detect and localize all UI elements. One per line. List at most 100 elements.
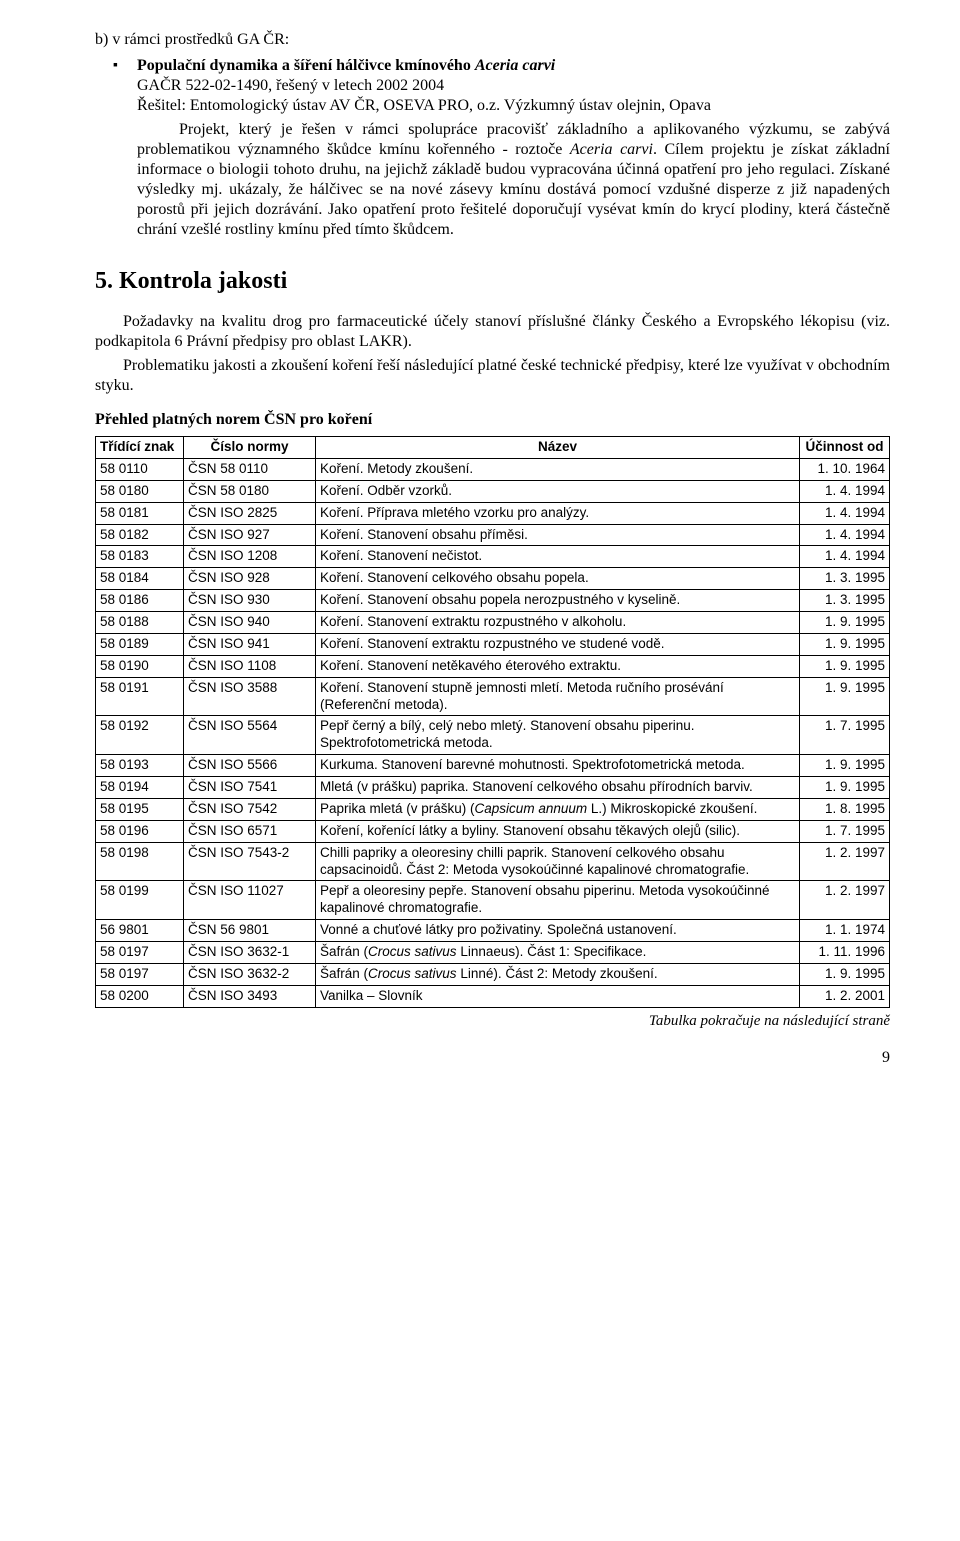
section5-title: 5. Kontrola jakosti: [95, 266, 890, 296]
cell-cislo: ČSN ISO 3632-1: [184, 942, 316, 964]
cell-znak: 58 0192: [96, 716, 184, 755]
cell-znak: 58 0182: [96, 524, 184, 546]
col-nazev-header: Název: [316, 437, 800, 459]
cell-nazev: Koření, kořenící látky a byliny. Stanove…: [316, 820, 800, 842]
cell-cislo: ČSN ISO 928: [184, 568, 316, 590]
cell-znak: 56 9801: [96, 920, 184, 942]
cell-cislo: ČSN ISO 5566: [184, 755, 316, 777]
bullet-bold: Populační dynamika a šíření hálčivce kmí…: [137, 57, 475, 74]
cell-nazev: Kurkuma. Stanovení barevné mohutnosti. S…: [316, 755, 800, 777]
cell-cislo: ČSN 58 0180: [184, 480, 316, 502]
cell-nazev: Vanilka – Slovník: [316, 985, 800, 1007]
cell-ucin: 1. 10. 1964: [800, 458, 890, 480]
cell-ucin: 1. 2. 1997: [800, 842, 890, 881]
cell-ucin: 1. 4. 1994: [800, 502, 890, 524]
table-row: 58 0180ČSN 58 0180Koření. Odběr vzorků.1…: [96, 480, 890, 502]
bullet-row: ▪ Populační dynamika a šíření hálčivce k…: [95, 56, 890, 76]
table-row: 58 0197ČSN ISO 3632-1Šafrán (Crocus sati…: [96, 942, 890, 964]
cell-znak: 58 0189: [96, 633, 184, 655]
cell-ucin: 1. 8. 1995: [800, 798, 890, 820]
cell-znak: 58 0180: [96, 480, 184, 502]
cell-nazev: Šafrán (Crocus sativus Linné). Část 2: M…: [316, 963, 800, 985]
cell-znak: 58 0181: [96, 502, 184, 524]
bullet-italic: Aceria carvi: [475, 57, 555, 74]
table-row: 58 0195ČSN ISO 7542Paprika mletá (v práš…: [96, 798, 890, 820]
table-continuation-note: Tabulka pokračuje na následující straně: [95, 1012, 890, 1031]
cell-nazev: Pepř černý a bílý, celý nebo mletý. Stan…: [316, 716, 800, 755]
cell-cislo: ČSN ISO 3588: [184, 677, 316, 716]
col-znak-header: Třídící znak: [96, 437, 184, 459]
cell-cislo: ČSN ISO 2825: [184, 502, 316, 524]
bullet-text: Populační dynamika a šíření hálčivce kmí…: [137, 56, 555, 76]
cell-nazev: Koření. Stanovení netěkavého éterového e…: [316, 655, 800, 677]
cell-cislo: ČSN ISO 7542: [184, 798, 316, 820]
cell-cislo: ČSN ISO 7543-2: [184, 842, 316, 881]
cell-cislo: ČSN ISO 930: [184, 590, 316, 612]
table-row: 58 0198ČSN ISO 7543-2Chilli papriky a ol…: [96, 842, 890, 881]
table-header-row: Třídící znak Číslo normy Název Účinnost …: [96, 437, 890, 459]
cell-cislo: ČSN ISO 940: [184, 612, 316, 634]
line-resitel: Řešitel: Entomologický ústav AV ČR, OSEV…: [137, 96, 890, 116]
cell-znak: 58 0190: [96, 655, 184, 677]
cell-cislo: ČSN ISO 11027: [184, 881, 316, 920]
cell-znak: 58 0196: [96, 820, 184, 842]
cell-cislo: ČSN ISO 1208: [184, 546, 316, 568]
cell-znak: 58 0199: [96, 881, 184, 920]
cell-nazev: Koření. Příprava mletého vzorku pro anal…: [316, 502, 800, 524]
table-row: 58 0181ČSN ISO 2825Koření. Příprava mlet…: [96, 502, 890, 524]
cell-nazev: Koření. Odběr vzorků.: [316, 480, 800, 502]
cell-znak: 58 0198: [96, 842, 184, 881]
table-row: 58 0188ČSN ISO 940Koření. Stanovení extr…: [96, 612, 890, 634]
section5-p1: Požadavky na kvalitu drog pro farmaceuti…: [95, 312, 890, 352]
table-row: 58 0183ČSN ISO 1208Koření. Stanovení neč…: [96, 546, 890, 568]
cell-ucin: 1. 9. 1995: [800, 633, 890, 655]
cell-znak: 58 0186: [96, 590, 184, 612]
table-row: 58 0194ČSN ISO 7541Mletá (v prášku) papr…: [96, 777, 890, 799]
cell-ucin: 1. 3. 1995: [800, 590, 890, 612]
cell-ucin: 1. 9. 1995: [800, 963, 890, 985]
cell-ucin: 1. 7. 1995: [800, 820, 890, 842]
cell-cislo: ČSN ISO 941: [184, 633, 316, 655]
table-row: 58 0200ČSN ISO 3493Vanilka – Slovník1. 2…: [96, 985, 890, 1007]
cell-znak: 58 0200: [96, 985, 184, 1007]
table-row: 58 0182ČSN ISO 927Koření. Stanovení obsa…: [96, 524, 890, 546]
cell-ucin: 1. 2. 1997: [800, 881, 890, 920]
cell-znak: 58 0193: [96, 755, 184, 777]
line-gacr: GAČR 522-02-1490, řešený v letech 2002 2…: [137, 76, 890, 96]
cell-nazev: Pepř a oleoresiny pepře. Stanovení obsah…: [316, 881, 800, 920]
table-row: 58 0192ČSN ISO 5564Pepř černý a bílý, ce…: [96, 716, 890, 755]
cell-znak: 58 0195: [96, 798, 184, 820]
cell-cislo: ČSN ISO 6571: [184, 820, 316, 842]
cell-znak: 58 0110: [96, 458, 184, 480]
cell-cislo: ČSN 56 9801: [184, 920, 316, 942]
table-row: 58 0197ČSN ISO 3632-2Šafrán (Crocus sati…: [96, 963, 890, 985]
square-bullet-icon: ▪: [113, 56, 131, 76]
table-row: 58 0189ČSN ISO 941Koření. Stanovení extr…: [96, 633, 890, 655]
table-row: 58 0184ČSN ISO 928Koření. Stanovení celk…: [96, 568, 890, 590]
cell-nazev: Koření. Stanovení extraktu rozpustného v…: [316, 633, 800, 655]
page-container: b) v rámci prostředků GA ČR: ▪ Populační…: [0, 0, 960, 1098]
cell-nazev: Koření. Stanovení celkového obsahu popel…: [316, 568, 800, 590]
csn-table: Třídící znak Číslo normy Název Účinnost …: [95, 436, 890, 1008]
cell-cislo: ČSN ISO 1108: [184, 655, 316, 677]
table-subhead: Přehled platných norem ČSN pro koření: [95, 410, 890, 430]
cell-nazev: Šafrán (Crocus sativus Linnaeus). Část 1…: [316, 942, 800, 964]
para-italic: Aceria carvi: [570, 141, 653, 158]
table-row: 58 0190ČSN ISO 1108Koření. Stanovení net…: [96, 655, 890, 677]
page-number: 9: [95, 1048, 890, 1068]
cell-ucin: 1. 9. 1995: [800, 612, 890, 634]
cell-znak: 58 0197: [96, 963, 184, 985]
table-row: 58 0199ČSN ISO 11027Pepř a oleoresiny pe…: [96, 881, 890, 920]
col-ucin-header: Účinnost od: [800, 437, 890, 459]
cell-ucin: 1. 2. 2001: [800, 985, 890, 1007]
cell-ucin: 1. 1. 1974: [800, 920, 890, 942]
cell-ucin: 1. 4. 1994: [800, 524, 890, 546]
table-row: 56 9801ČSN 56 9801Vonné a chuťové látky …: [96, 920, 890, 942]
cell-nazev: Koření. Stanovení extraktu rozpustného v…: [316, 612, 800, 634]
cell-nazev: Vonné a chuťové látky pro poživatiny. Sp…: [316, 920, 800, 942]
cell-nazev: Chilli papriky a oleoresiny chilli papri…: [316, 842, 800, 881]
cell-cislo: ČSN ISO 5564: [184, 716, 316, 755]
cell-nazev: Koření. Stanovení stupně jemnosti mletí.…: [316, 677, 800, 716]
cell-ucin: 1. 9. 1995: [800, 777, 890, 799]
cell-znak: 58 0184: [96, 568, 184, 590]
